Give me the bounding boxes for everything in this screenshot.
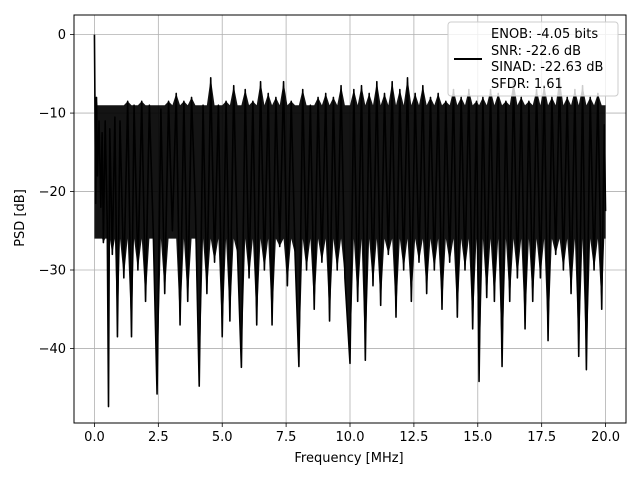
x-tick-label: 2.5 [148, 430, 169, 445]
x-tick-label: 10.0 [336, 430, 365, 445]
y-tick-label: 0 [58, 28, 66, 43]
legend-sfdr: SFDR: 1.61 [491, 77, 563, 92]
psd-noise-band [94, 34, 606, 407]
x-tick-label: 0.0 [84, 430, 105, 445]
y-tick-label: −40 [39, 342, 66, 357]
legend-sinad: SINAD: -22.63 dB [491, 60, 603, 75]
data-layer [93, 34, 607, 408]
y-axis-label: PSD [dB] [13, 189, 28, 247]
tick-layer: 0.0 2.5 5.0 7.5 10.0 12.5 15.0 17.5 20.0 0 −10 −20 −… [39, 28, 620, 445]
y-tick-label: −10 [39, 107, 66, 122]
y-tick-label: −30 [39, 264, 66, 279]
x-tick-label: 17.5 [527, 430, 556, 445]
x-tick-label: 5.0 [212, 430, 233, 445]
y-tick-label: −20 [39, 185, 66, 200]
legend-frame [447, 21, 619, 97]
legend: ENOB: -4.05 bits SNR: -22.6 dB SINAD: -2… [447, 21, 619, 97]
x-axis-label: Frequency [MHz] [294, 451, 403, 466]
legend-enob: ENOB: -4.05 bits [491, 27, 598, 42]
x-tick-label: 12.5 [399, 430, 428, 445]
legend-snr: SNR: -22.6 dB [491, 44, 581, 59]
x-tick-label: 20.0 [591, 430, 620, 445]
x-tick-label: 7.5 [276, 430, 297, 445]
x-tick-label: 15.0 [463, 430, 492, 445]
